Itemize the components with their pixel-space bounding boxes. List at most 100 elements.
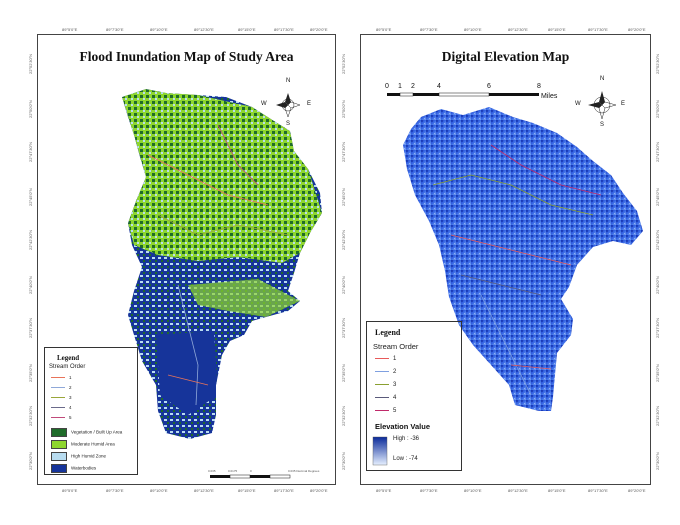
grid-tick: 89°10'0"E	[150, 488, 168, 493]
flood-scale-tick: 0.035 Decimal Degrees	[288, 469, 320, 473]
grid-tick: 89°20'0"E	[310, 27, 328, 32]
north-arrow-icon	[276, 93, 301, 118]
grid-tick: 22°42'30"N	[341, 229, 346, 250]
legend-stream-4: 4	[375, 395, 396, 401]
grid-tick: 89°15'0"E	[548, 27, 566, 32]
grid-tick: 89°7'30"E	[106, 27, 124, 32]
grid-tick: 22°47'30"N	[341, 141, 346, 162]
dem-scale-tick: 4	[437, 83, 441, 90]
dem-map-canvas	[372, 91, 643, 466]
grid-tick: 89°12'30"E	[508, 488, 528, 493]
grid-tick: 89°10'0"E	[464, 488, 482, 493]
grid-tick: 22°45'0"N	[655, 188, 660, 206]
compass-s: S	[286, 121, 291, 127]
flood-scale-tick: 0.035	[208, 469, 216, 473]
legend-class-waterbodies: Waterbodies	[51, 464, 96, 473]
grid-tick: 89°20'0"E	[628, 27, 646, 32]
grid-tick: 22°35'0"N	[655, 364, 660, 382]
grid-tick: 89°17'30"E	[588, 488, 608, 493]
compass-w: W	[261, 101, 267, 107]
stream-order-heading: Stream Order	[49, 364, 86, 370]
grid-tick: 22°30'0"N	[655, 452, 660, 470]
grid-tick: 22°45'0"N	[28, 188, 33, 206]
grid-tick: 89°10'0"E	[464, 27, 482, 32]
grid-tick: 89°12'30"E	[508, 27, 528, 32]
grid-tick: 89°15'0"E	[548, 488, 566, 493]
compass-e: E	[621, 101, 626, 107]
flood-scale-tick: 0	[250, 469, 252, 473]
elevation-high: High : -36	[393, 436, 420, 442]
stream-order-heading: Stream Order	[373, 342, 419, 351]
legend-stream-5: 5	[51, 415, 72, 420]
grid-tick: 22°37'30"N	[341, 317, 346, 338]
grid-tick: 89°12'30"E	[194, 27, 214, 32]
north-arrow-icon	[588, 91, 617, 120]
elevation-heading: Elevation Value	[375, 422, 431, 431]
grid-tick: 89°5'0"E	[376, 27, 392, 32]
grid-tick: 89°7'30"E	[420, 488, 438, 493]
dem-scale-tick: 1	[398, 83, 402, 90]
elevation-ramp	[372, 436, 388, 466]
dem-scale-tick: 8	[537, 83, 541, 90]
legend-title: Legend	[375, 328, 401, 337]
grid-tick: 22°47'30"N	[28, 141, 33, 162]
grid-tick: 89°17'30"E	[274, 488, 294, 493]
dem-map-title: Digital Elevation Map	[441, 49, 570, 64]
flood-map-canvas	[122, 89, 322, 479]
dem-scale-unit: Miles	[541, 93, 558, 100]
grid-tick: 89°15'0"E	[238, 27, 256, 32]
grid-tick: 22°52'30"N	[655, 53, 660, 74]
grid-tick: 22°32'30"N	[341, 405, 346, 426]
dem-legend: Legend Stream Order 1 2 3 4 5 Elevation …	[366, 321, 462, 471]
grid-tick: 89°17'30"E	[274, 27, 294, 32]
grid-tick: 89°12'30"E	[194, 488, 214, 493]
grid-tick: 22°32'30"N	[28, 405, 33, 426]
dem-scale-tick: 6	[487, 83, 491, 90]
grid-tick: 22°47'30"N	[655, 141, 660, 162]
grid-tick: 89°17'30"E	[588, 27, 608, 32]
grid-tick: 89°5'0"E	[376, 488, 392, 493]
compass-s: S	[600, 122, 605, 128]
flood-scale-tick: 0.0175	[228, 469, 238, 473]
grid-tick: 89°7'30"E	[420, 27, 438, 32]
grid-tick: 22°30'0"N	[341, 452, 346, 470]
compass-n: N	[286, 78, 291, 84]
grid-tick: 89°5'0"E	[62, 27, 78, 32]
grid-tick: 22°42'30"N	[655, 229, 660, 250]
grid-tick: 89°5'0"E	[62, 488, 78, 493]
grid-tick: 89°20'0"E	[310, 488, 328, 493]
grid-tick: 22°50'0"N	[28, 100, 33, 118]
grid-tick: 89°7'30"E	[106, 488, 124, 493]
grid-tick: 22°37'30"N	[28, 317, 33, 338]
grid-tick: 22°35'0"N	[28, 364, 33, 382]
compass-e: E	[307, 101, 312, 107]
grid-tick: 22°50'0"N	[341, 100, 346, 118]
dem-scale-tick: 0	[385, 83, 389, 90]
grid-tick: 22°37'30"N	[655, 317, 660, 338]
legend-stream-5: 5	[375, 408, 396, 414]
legend-class-high-humid: High Humid Zone	[51, 452, 106, 461]
dem-scalebar	[387, 92, 539, 97]
grid-tick: 22°50'0"N	[655, 100, 660, 118]
legend-class-moderate: Moderate Humid Area	[51, 440, 115, 449]
legend-title: Legend	[57, 354, 80, 362]
grid-tick: 89°20'0"E	[628, 488, 646, 493]
grid-tick: 22°40'0"N	[28, 276, 33, 294]
legend-stream-3: 3	[51, 395, 72, 400]
dem-scale-tick: 2	[411, 83, 415, 90]
compass-n: N	[600, 76, 605, 82]
legend-stream-2: 2	[51, 385, 72, 390]
legend-stream-3: 3	[375, 382, 396, 388]
grid-tick: 89°10'0"E	[150, 27, 168, 32]
grid-tick: 22°52'30"N	[341, 53, 346, 74]
legend-stream-2: 2	[375, 369, 396, 375]
flood-inundation-map-panel: Flood Inundation Map of Study Area	[37, 34, 336, 485]
legend-stream-1: 1	[375, 356, 396, 362]
legend-stream-4: 4	[51, 405, 72, 410]
legend-stream-1: 1	[51, 375, 72, 380]
grid-tick: 22°40'0"N	[655, 276, 660, 294]
grid-tick: 22°52'30"N	[28, 53, 33, 74]
grid-tick: 22°45'0"N	[341, 188, 346, 206]
digital-elevation-map-panel: Digital Elevation Map	[360, 34, 651, 485]
flood-legend: Legend Stream Order 1 2 3 4 5 Vegetation…	[44, 347, 138, 475]
